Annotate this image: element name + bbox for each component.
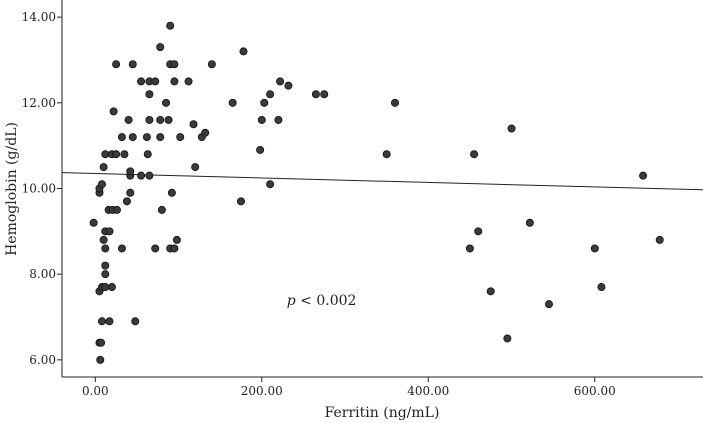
data-point bbox=[156, 115, 165, 124]
x-axis-title: Ferritin (ng/mL) bbox=[325, 405, 440, 421]
data-point bbox=[145, 115, 154, 124]
data-point bbox=[137, 171, 146, 180]
data-point bbox=[122, 197, 131, 206]
data-point bbox=[107, 283, 116, 292]
data-point bbox=[474, 227, 483, 236]
data-point bbox=[166, 21, 175, 30]
data-point bbox=[239, 47, 248, 56]
data-point bbox=[101, 261, 110, 270]
data-point bbox=[101, 244, 110, 253]
data-point bbox=[655, 235, 664, 244]
x-tick-label: 600.00 bbox=[574, 384, 616, 398]
data-point bbox=[142, 133, 151, 142]
y-tick-label: 8.00 bbox=[29, 267, 56, 281]
regression-line bbox=[61, 172, 703, 191]
y-tick-label: 14.00 bbox=[22, 10, 56, 24]
data-point bbox=[145, 90, 154, 99]
data-point bbox=[156, 133, 165, 142]
data-point bbox=[151, 244, 160, 253]
data-point bbox=[201, 128, 210, 137]
x-tick-label: 400.00 bbox=[407, 384, 449, 398]
p-value-text: < 0.002 bbox=[296, 293, 357, 309]
data-point bbox=[525, 218, 534, 227]
data-point bbox=[276, 77, 285, 86]
data-point bbox=[390, 98, 399, 107]
data-point bbox=[105, 317, 114, 326]
p-value-symbol: p bbox=[287, 293, 296, 309]
data-point bbox=[260, 98, 269, 107]
x-tick-label: 200.00 bbox=[241, 384, 283, 398]
data-point bbox=[507, 124, 516, 133]
data-point bbox=[172, 235, 181, 244]
data-point bbox=[503, 334, 512, 343]
data-point bbox=[266, 180, 275, 189]
data-point bbox=[112, 60, 121, 69]
data-point bbox=[191, 163, 200, 172]
data-point bbox=[162, 98, 171, 107]
data-point bbox=[544, 300, 553, 309]
data-point bbox=[97, 317, 106, 326]
x-tick-label: 0.00 bbox=[82, 384, 109, 398]
p-value-annotation: p < 0.002 bbox=[287, 293, 357, 309]
data-point bbox=[101, 270, 110, 279]
data-point bbox=[151, 77, 160, 86]
data-point bbox=[99, 235, 108, 244]
data-point bbox=[99, 163, 108, 172]
data-point bbox=[590, 244, 599, 253]
data-point bbox=[311, 90, 320, 99]
data-point bbox=[257, 115, 266, 124]
data-point bbox=[120, 150, 129, 159]
data-point bbox=[228, 98, 237, 107]
data-point bbox=[96, 355, 105, 364]
data-point bbox=[167, 188, 176, 197]
data-point bbox=[112, 150, 121, 159]
data-point bbox=[131, 317, 140, 326]
data-point bbox=[156, 43, 165, 52]
data-point bbox=[109, 107, 118, 116]
data-point bbox=[207, 60, 216, 69]
data-point bbox=[137, 77, 146, 86]
data-point bbox=[465, 244, 474, 253]
data-point bbox=[89, 218, 98, 227]
data-point bbox=[597, 283, 606, 292]
y-tick-label: 12.00 bbox=[22, 96, 56, 110]
y-axis-title: Hemoglobin (g/dL) bbox=[4, 122, 20, 256]
data-point bbox=[320, 90, 329, 99]
data-point bbox=[126, 188, 135, 197]
data-point bbox=[124, 115, 133, 124]
data-point bbox=[117, 133, 126, 142]
data-point bbox=[170, 77, 179, 86]
data-point bbox=[170, 60, 179, 69]
data-point bbox=[256, 145, 265, 154]
data-point bbox=[236, 197, 245, 206]
data-point bbox=[97, 338, 106, 347]
y-tick-label: 10.00 bbox=[22, 182, 56, 196]
data-point bbox=[128, 133, 137, 142]
data-point bbox=[112, 205, 121, 214]
data-point bbox=[105, 227, 114, 236]
data-point bbox=[117, 244, 126, 253]
data-point bbox=[101, 150, 110, 159]
data-point bbox=[189, 120, 198, 129]
data-point bbox=[126, 167, 135, 176]
data-point bbox=[470, 150, 479, 159]
data-point bbox=[639, 171, 648, 180]
y-tick-label: 6.00 bbox=[29, 353, 56, 367]
data-point bbox=[170, 244, 179, 253]
data-point bbox=[284, 81, 293, 90]
data-point bbox=[184, 77, 193, 86]
data-point bbox=[176, 133, 185, 142]
data-point bbox=[128, 60, 137, 69]
data-point bbox=[164, 115, 173, 124]
data-point bbox=[486, 287, 495, 296]
data-point bbox=[143, 150, 152, 159]
data-point bbox=[157, 205, 166, 214]
data-point bbox=[382, 150, 391, 159]
data-point bbox=[101, 283, 110, 292]
data-point bbox=[266, 90, 275, 99]
data-point bbox=[145, 171, 154, 180]
data-point bbox=[97, 180, 106, 189]
data-point bbox=[274, 115, 283, 124]
